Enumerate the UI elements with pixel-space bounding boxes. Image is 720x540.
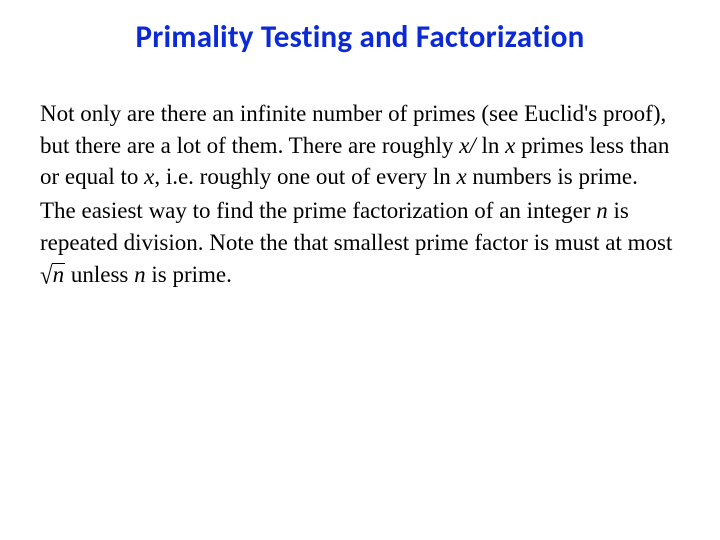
p2-text-c: unless	[65, 262, 134, 287]
p2-text-a: The easiest way to find the prime factor…	[40, 198, 596, 223]
sqrt-arg: n	[52, 263, 66, 286]
math-n: n	[596, 198, 608, 223]
math-lnx: ln x	[433, 164, 467, 189]
p1-text-d: numbers is prime.	[467, 164, 638, 189]
math-sqrt-n: √n	[40, 259, 65, 291]
math-n2: n	[134, 262, 146, 287]
slide-body: Not only are there an infinite number of…	[40, 98, 680, 290]
math-x-standalone: x	[144, 164, 154, 189]
math-x: x	[459, 133, 469, 158]
paragraph-1: Not only are there an infinite number of…	[40, 98, 680, 193]
math-x3: x	[456, 164, 466, 189]
p1-text-c: , i.e. roughly one out of every	[154, 164, 432, 189]
p2-text-d: is prime.	[146, 262, 232, 287]
math-x2: x	[505, 133, 515, 158]
sqrt-symbol-icon: √	[40, 258, 53, 293]
math-ln2: ln	[433, 164, 457, 189]
paragraph-2: The easiest way to find the prime factor…	[40, 195, 680, 290]
slide-title: Primality Testing and Factorization	[40, 18, 680, 56]
slide: Primality Testing and Factorization Not …	[0, 0, 720, 540]
math-ln: ln	[476, 133, 505, 158]
math-x-over-lnx: x/ ln x	[459, 133, 515, 158]
